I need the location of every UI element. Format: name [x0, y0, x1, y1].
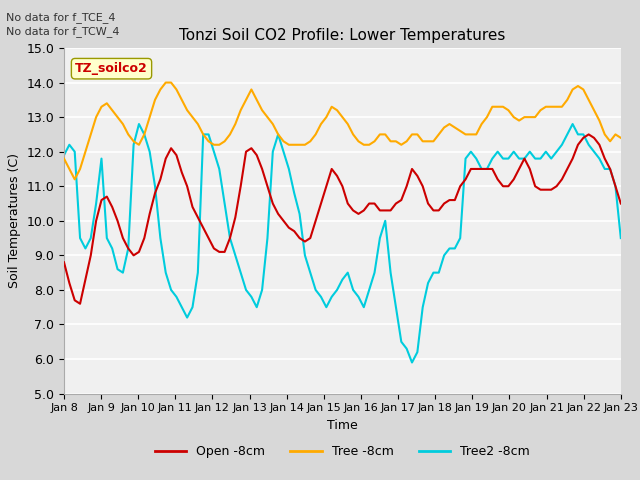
Legend: Open -8cm, Tree -8cm, Tree2 -8cm: Open -8cm, Tree -8cm, Tree2 -8cm [150, 440, 534, 463]
Text: No data for f_TCE_4: No data for f_TCE_4 [6, 12, 116, 23]
Title: Tonzi Soil CO2 Profile: Lower Temperatures: Tonzi Soil CO2 Profile: Lower Temperatur… [179, 28, 506, 43]
Text: TZ_soilco2: TZ_soilco2 [75, 62, 148, 75]
Text: No data for f_TCW_4: No data for f_TCW_4 [6, 26, 120, 37]
Y-axis label: Soil Temperatures (C): Soil Temperatures (C) [8, 153, 21, 288]
X-axis label: Time: Time [327, 419, 358, 432]
